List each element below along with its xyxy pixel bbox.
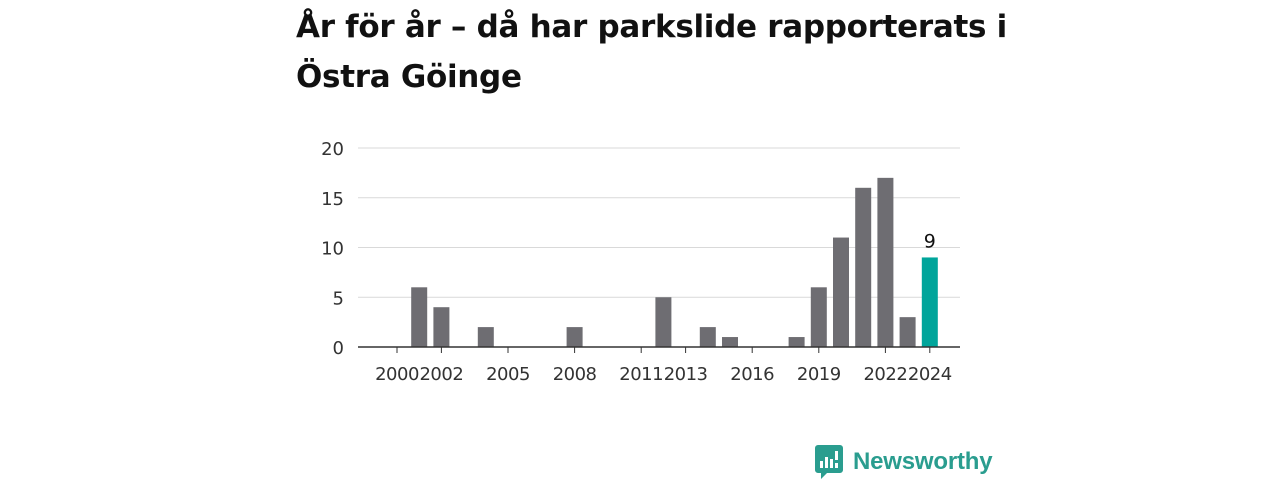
x-tick-label: 2013 — [664, 364, 708, 385]
x-tick-label: 2002 — [419, 364, 463, 385]
bar-2001 — [411, 287, 428, 347]
x-tick-label: 2008 — [553, 364, 597, 385]
bar-2015 — [722, 337, 738, 347]
bar-2012 — [655, 297, 672, 347]
brand-name: Newsworthy — [853, 448, 993, 475]
bar-2018 — [788, 337, 805, 347]
bar-2014 — [699, 327, 716, 347]
bar-2019 — [810, 287, 827, 347]
bar-2004 — [477, 327, 494, 347]
x-tick-label: 2000 — [375, 364, 419, 385]
bar-2020 — [833, 237, 849, 347]
x-tick-label: 2016 — [730, 364, 774, 385]
bar-2024 — [921, 257, 938, 347]
data-labels: 9 — [924, 230, 936, 252]
x-tick-label: 2022 — [863, 364, 907, 385]
x-tick-label: 2019 — [797, 364, 841, 385]
bars — [411, 177, 938, 347]
newsworthy-logo-icon — [815, 445, 843, 479]
brand-logo: Newsworthy — [815, 445, 993, 479]
bar-2002 — [433, 307, 450, 347]
x-tick-label: 2011 — [619, 364, 663, 385]
chart-title: År för år – då har parkslide rapporterat… — [296, 9, 1007, 95]
x-tick-label: 2024 — [908, 364, 952, 385]
y-tick-label: 15 — [321, 189, 344, 210]
y-tick-label: 10 — [321, 239, 344, 260]
bar-2021 — [855, 187, 872, 347]
y-axis: 0 5 10 15 20 — [321, 139, 344, 359]
bar-2023 — [899, 317, 916, 347]
y-tick-label: 0 — [333, 338, 344, 359]
y-tick-label: 5 — [333, 288, 344, 309]
x-tick-label: 2005 — [486, 364, 530, 385]
bar-2008 — [566, 327, 583, 347]
data-label-2024: 9 — [924, 230, 936, 252]
x-axis: 2000 2002 2005 2008 2011 2013 2016 2019 2022 2024 — [358, 346, 960, 385]
bar-chart: 0 5 10 15 20 2000 2002 2005 2008 2011 2013 2016 201… — [321, 139, 960, 385]
y-tick-label: 20 — [321, 139, 344, 160]
bar-2022 — [877, 177, 894, 347]
